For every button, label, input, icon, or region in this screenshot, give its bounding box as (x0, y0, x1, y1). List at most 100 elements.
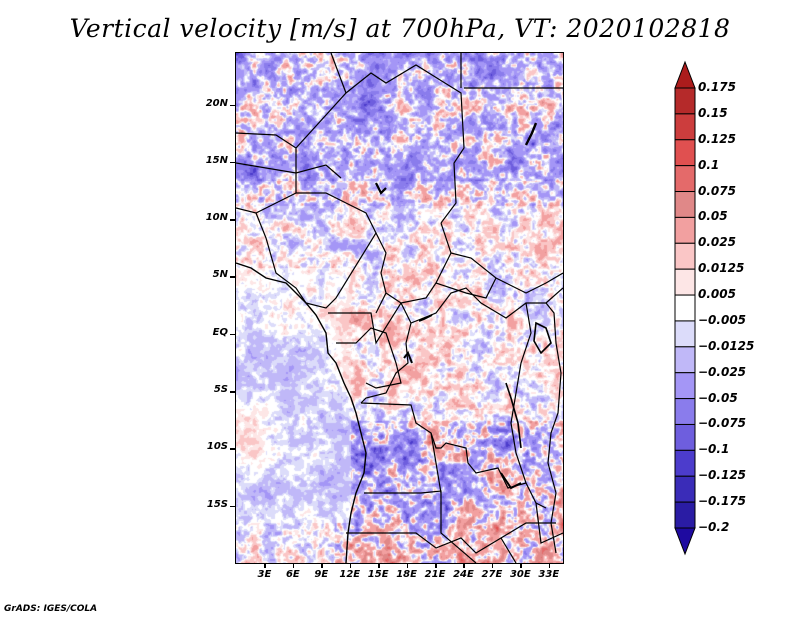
colorbar-level-label: −0.05 (698, 390, 738, 405)
y-tick-mark (230, 448, 235, 450)
colorbar-level-label: 0.025 (698, 235, 736, 250)
y-tick-mark (230, 104, 235, 107)
colorbar-swatch (674, 320, 696, 348)
colorbar-swatch (674, 423, 696, 451)
x-tick-label: 33E (538, 569, 560, 580)
colorbar-swatch (674, 216, 696, 244)
border-line (236, 148, 297, 214)
y-tick-label: EQ (212, 326, 228, 338)
colorbar-lower-arrow (674, 527, 696, 556)
x-tick-label: 9E (314, 569, 329, 580)
colorbar-level-label: −0.005 (698, 312, 747, 327)
colorbar-swatch (674, 475, 696, 503)
x-tick-mark (321, 563, 323, 568)
x-tick-label: 12E (339, 569, 361, 580)
x-tick-mark (264, 563, 266, 568)
border-line (236, 64, 465, 224)
map-plot-area (236, 53, 563, 563)
border-line (360, 322, 412, 404)
y-tick-mark (230, 161, 235, 164)
lake-outline (403, 351, 413, 364)
colorbar-level-label: −0.1 (698, 442, 730, 457)
border-line (450, 252, 563, 294)
y-tick-label: 10N (205, 212, 228, 224)
colorbar-swatch (674, 242, 696, 270)
colorbar-swatch (674, 87, 696, 115)
border-line (385, 222, 452, 304)
x-tick-mark (491, 563, 494, 568)
border-line (400, 287, 563, 324)
y-tick-mark (230, 333, 235, 336)
colorbar-level-label: −0.125 (698, 468, 747, 483)
colorbar-swatch (674, 191, 696, 218)
x-tick-mark (406, 563, 409, 568)
lake-outline (505, 382, 522, 449)
coastline (236, 262, 367, 563)
colorbar-upper-arrow (674, 60, 696, 89)
colorbar-level-label: −0.025 (698, 364, 747, 379)
country-borders (236, 53, 563, 563)
border-line (336, 327, 402, 389)
colorbar-level-label: 0.05 (698, 209, 728, 224)
colorbar (674, 60, 696, 556)
y-tick-label: 15N (205, 154, 228, 166)
colorbar-level-label: 0.075 (698, 183, 736, 198)
border-line (330, 53, 347, 94)
x-tick-label: 24E (453, 569, 474, 580)
x-tick-label: 30E (509, 569, 531, 580)
lake-outline (533, 321, 552, 355)
y-tick-label: 5S (213, 384, 228, 396)
grads-credit: GrADS: IGES/COLA (4, 604, 98, 614)
border-line (430, 432, 442, 494)
colorbar-swatch (674, 398, 696, 425)
x-tick-label: 18E (396, 569, 417, 580)
lake-outline (375, 182, 387, 195)
border-line (435, 277, 497, 299)
colorbar-swatch (674, 139, 696, 167)
lake-outline (524, 122, 538, 146)
colorbar-swatch (674, 449, 696, 477)
x-tick-label: 21E (424, 569, 446, 580)
y-tick-label: 5N (212, 269, 228, 281)
colorbar-swatch (674, 165, 696, 193)
colorbar-level-label: 0.175 (698, 80, 736, 94)
colorbar-level-label: −0.0125 (698, 338, 755, 353)
colorbar-level-label: 0.125 (698, 131, 736, 146)
lake-outline (500, 472, 522, 490)
border-line (346, 522, 556, 554)
border-line (545, 302, 562, 554)
y-tick-label: 10S (206, 441, 228, 453)
x-tick-mark (378, 563, 380, 568)
x-tick-label: 27E (481, 569, 503, 580)
lake-outline (418, 314, 433, 322)
border-line (360, 402, 547, 509)
chart-title: Vertical velocity [m/s] at 700hPa, VT: 2… (69, 14, 731, 43)
vertical-velocity-field (236, 53, 563, 563)
border-line (500, 537, 517, 563)
border-line (510, 302, 532, 484)
colorbar-level-label: 0.005 (698, 287, 736, 302)
border-line (375, 232, 387, 314)
x-tick-mark (520, 563, 522, 568)
colorbar-level-label: 0.1 (698, 157, 720, 172)
border-line (328, 302, 402, 345)
y-tick-mark (230, 276, 235, 278)
border-line (364, 490, 477, 563)
colorbar-swatch (674, 372, 696, 400)
colorbar-swatch (674, 268, 696, 296)
y-tick-mark (230, 219, 235, 221)
y-tick-label: 15S (206, 498, 228, 510)
colorbar-level-label: −0.075 (698, 416, 747, 431)
colorbar-level-label: 0.0125 (698, 261, 745, 276)
y-tick-label: 20N (205, 97, 228, 109)
y-tick-mark (230, 391, 235, 393)
colorbar-swatch (674, 501, 696, 529)
border-line (236, 162, 342, 179)
x-tick-mark (292, 563, 295, 568)
colorbar-swatch (674, 113, 696, 141)
colorbar-swatch (674, 294, 696, 322)
colorbar-level-label: −0.175 (698, 494, 747, 509)
x-tick-mark (435, 563, 437, 568)
border-line (255, 192, 377, 309)
x-tick-label: 15E (367, 569, 389, 580)
